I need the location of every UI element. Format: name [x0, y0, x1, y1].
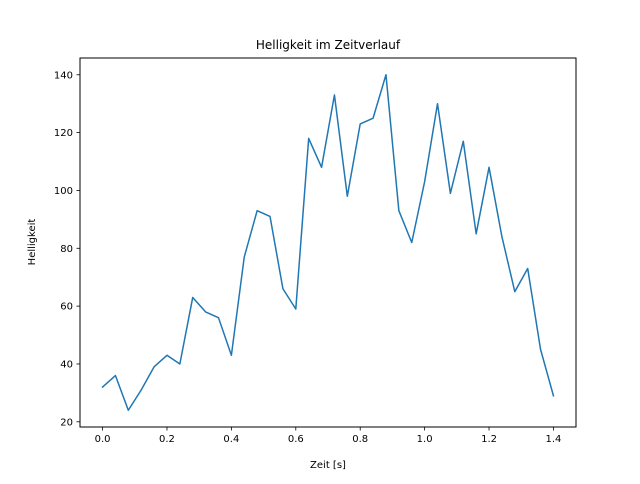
y-tick-label: 120 — [54, 128, 73, 139]
chart-title: Helligkeit im Zeitverlauf — [256, 38, 401, 52]
data-point — [540, 349, 541, 350]
data-point — [334, 94, 335, 95]
data-point — [488, 167, 489, 168]
y-tick-label: 20 — [60, 417, 73, 428]
data-point — [450, 193, 451, 194]
data-point — [179, 363, 180, 364]
data-point — [102, 386, 103, 387]
plot-frame — [79, 57, 577, 428]
x-axis-label: Zeit [s] — [310, 460, 346, 471]
data-point — [437, 103, 438, 104]
data-point — [372, 118, 373, 119]
data-point — [218, 317, 219, 318]
data-point — [463, 141, 464, 142]
data-point — [411, 242, 412, 243]
x-tick-label: 0.6 — [288, 434, 304, 445]
data-point — [166, 355, 167, 356]
data-point — [257, 210, 258, 211]
data-point — [424, 181, 425, 182]
x-tick-label: 0.0 — [95, 434, 111, 445]
y-tick-label: 100 — [54, 186, 73, 197]
data-point — [476, 233, 477, 234]
series-layer — [101, 74, 555, 411]
data-point — [244, 256, 245, 257]
data-point — [128, 410, 129, 411]
series-line — [101, 74, 555, 411]
data-point — [115, 375, 116, 376]
data-point — [360, 123, 361, 124]
y-tick-label: 40 — [60, 359, 73, 370]
data-point — [141, 389, 142, 390]
x-tick-label: 1.0 — [417, 434, 433, 445]
data-point — [347, 196, 348, 197]
data-point — [553, 395, 554, 396]
data-point — [282, 288, 283, 289]
data-point — [192, 297, 193, 298]
data-point — [308, 138, 309, 139]
x-tick-label: 0.2 — [159, 434, 175, 445]
y-tick-label: 80 — [60, 244, 73, 255]
x-tick-label: 0.8 — [352, 434, 368, 445]
data-point — [321, 167, 322, 168]
data-point — [514, 291, 515, 292]
data-point — [153, 366, 154, 367]
x-tick-label: 0.4 — [223, 434, 239, 445]
data-point — [205, 311, 206, 312]
x-tick-label: 1.4 — [546, 434, 562, 445]
x-tick-label: 1.2 — [481, 434, 497, 445]
data-point — [385, 74, 386, 75]
data-point — [501, 236, 502, 237]
data-point — [269, 216, 270, 217]
axis-ticks: 0.0 0.2 0.4 0.6 0.8 1.0 1.2 1.4 20 40 60 80 100 120 14… — [54, 70, 562, 445]
y-tick-label: 60 — [60, 302, 73, 313]
data-point — [295, 308, 296, 309]
data-point — [527, 268, 528, 269]
data-point — [398, 210, 399, 211]
data-point — [231, 355, 232, 356]
y-tick-label: 140 — [54, 70, 73, 81]
y-axis-label: Helligkeit — [27, 219, 38, 266]
